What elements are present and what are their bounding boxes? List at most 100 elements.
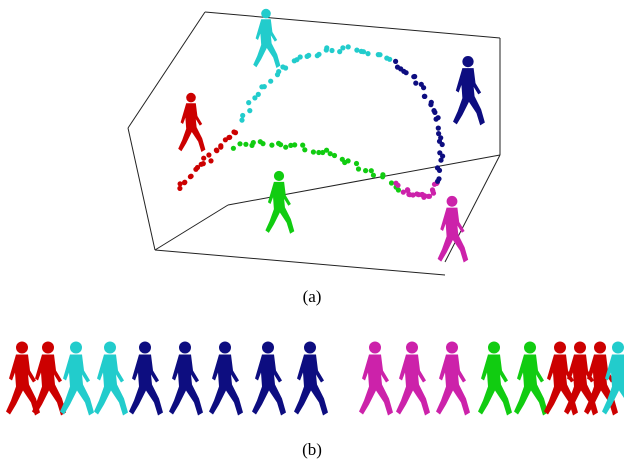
- point: [395, 187, 401, 193]
- point: [345, 158, 351, 164]
- point: [329, 47, 335, 54]
- point: [227, 134, 233, 140]
- plot-box: [127, 11, 501, 276]
- point: [206, 152, 212, 158]
- point: [240, 112, 246, 119]
- point: [428, 99, 434, 105]
- point: [288, 142, 294, 148]
- walker: [294, 341, 328, 416]
- point: [360, 49, 367, 55]
- point: [243, 141, 249, 147]
- walker: [359, 341, 393, 416]
- walk-sequence: [6, 341, 624, 416]
- point: [218, 144, 224, 150]
- point: [252, 95, 258, 101]
- point: [387, 56, 393, 62]
- point: [414, 191, 420, 197]
- point: [247, 108, 253, 114]
- point: [435, 125, 441, 131]
- point: [250, 140, 256, 146]
- point: [188, 173, 194, 179]
- point: [200, 161, 206, 167]
- point: [268, 78, 274, 84]
- walker: [514, 341, 548, 416]
- point: [434, 165, 441, 171]
- point: [345, 44, 351, 50]
- point: [297, 54, 303, 60]
- point: [283, 65, 289, 71]
- point: [337, 49, 343, 55]
- point: [316, 51, 322, 57]
- point: [194, 164, 201, 171]
- point: [278, 142, 284, 148]
- point: [300, 142, 306, 148]
- point: [230, 145, 236, 151]
- point: [426, 193, 433, 199]
- embedding-points: [177, 44, 446, 200]
- walker: [209, 341, 243, 416]
- point: [437, 150, 443, 156]
- point: [400, 189, 406, 195]
- point: [320, 149, 326, 156]
- point: [438, 157, 444, 163]
- point: [436, 176, 442, 182]
- point: [324, 45, 330, 51]
- point: [438, 135, 444, 141]
- walker: [252, 341, 286, 416]
- point: [316, 149, 322, 156]
- point: [246, 100, 252, 106]
- point: [324, 147, 330, 153]
- walker: [169, 341, 203, 416]
- point: [421, 194, 427, 200]
- point: [177, 181, 183, 187]
- point: [395, 182, 401, 188]
- point: [412, 73, 418, 80]
- point: [368, 168, 374, 174]
- point: [276, 69, 282, 75]
- point: [355, 166, 362, 172]
- point: [410, 192, 416, 198]
- point: [370, 172, 376, 178]
- point: [269, 142, 275, 148]
- walker: [60, 341, 94, 416]
- point: [255, 91, 261, 97]
- point: [239, 117, 245, 123]
- point: [237, 141, 243, 147]
- point: [260, 141, 266, 147]
- point: [283, 144, 289, 150]
- point: [331, 152, 338, 159]
- walker: [94, 341, 128, 416]
- point: [232, 130, 239, 136]
- caption: (b): [302, 440, 322, 459]
- point: [422, 93, 428, 99]
- walker: [396, 341, 430, 416]
- point: [208, 158, 214, 164]
- point: [431, 108, 437, 114]
- point: [292, 142, 298, 148]
- point: [393, 58, 399, 64]
- point: [182, 179, 188, 185]
- point: [354, 47, 360, 53]
- point: [340, 45, 346, 51]
- point: [353, 160, 360, 167]
- point: [394, 64, 401, 70]
- point: [436, 131, 442, 137]
- walker: [6, 341, 40, 416]
- point: [418, 81, 424, 87]
- point: [302, 147, 308, 153]
- point: [177, 185, 183, 191]
- point: [365, 51, 371, 57]
- walker: [436, 341, 470, 416]
- walker: [129, 341, 163, 416]
- point: [327, 151, 333, 157]
- point: [213, 147, 219, 153]
- point: [306, 52, 312, 59]
- point: [435, 115, 441, 121]
- point: [201, 155, 207, 161]
- point: [377, 52, 383, 58]
- point: [261, 84, 267, 90]
- point: [363, 168, 369, 174]
- point: [380, 174, 386, 180]
- point: [388, 180, 395, 186]
